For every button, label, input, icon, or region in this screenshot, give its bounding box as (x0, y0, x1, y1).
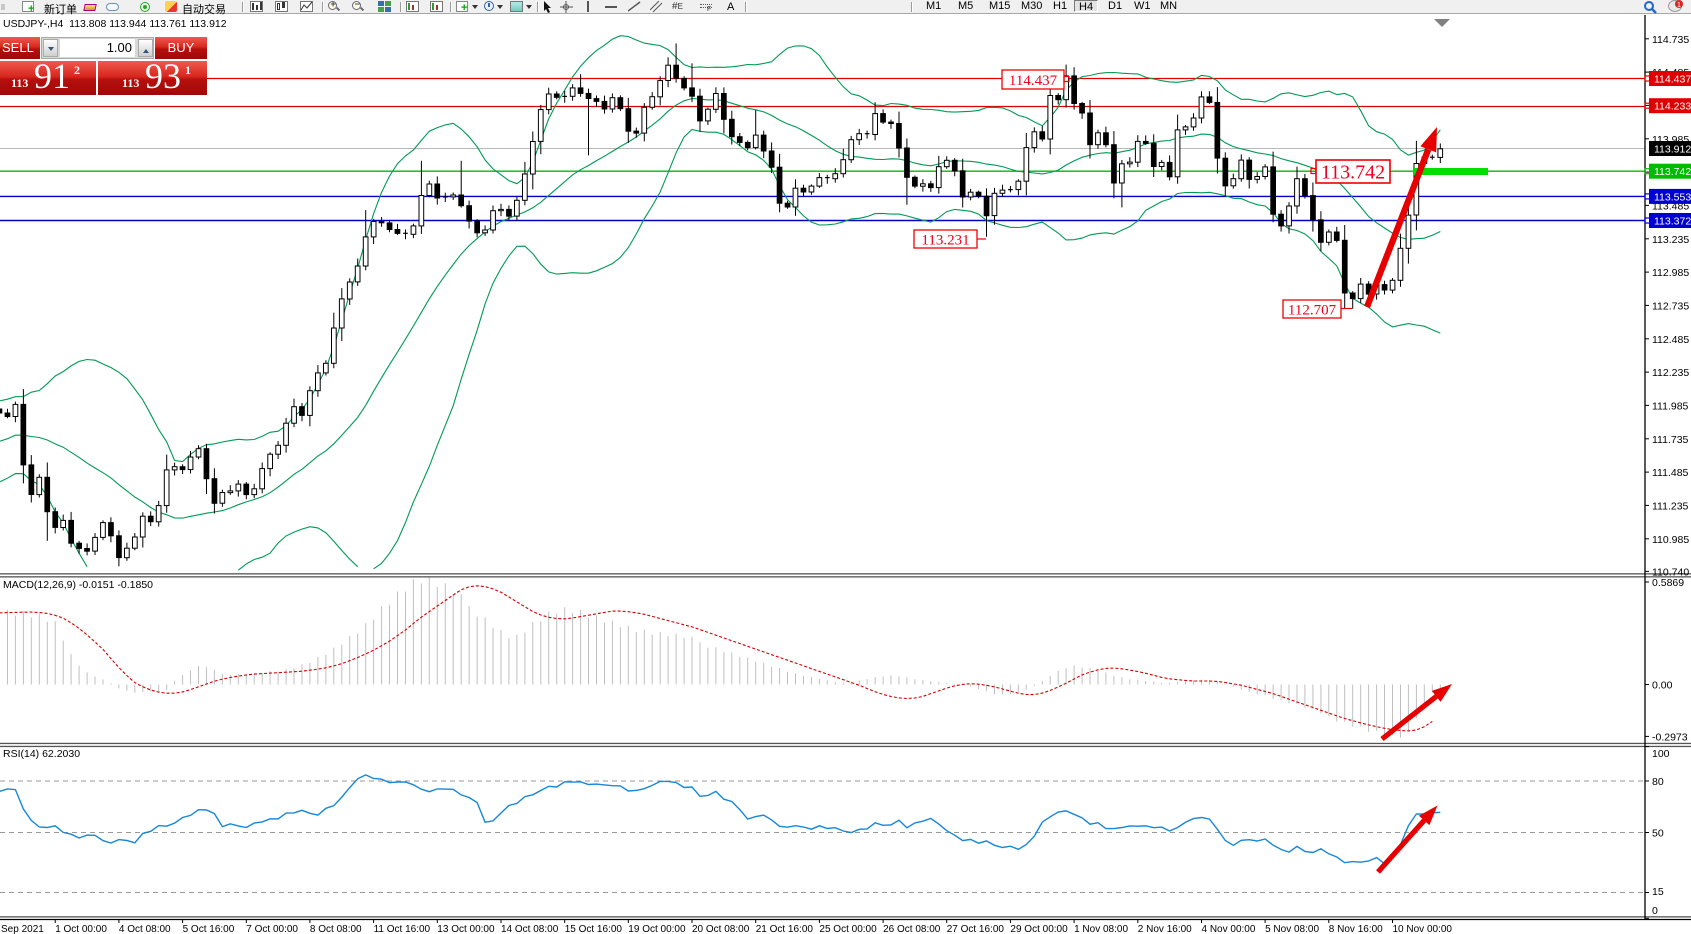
svg-text:1 Nov 08:00: 1 Nov 08:00 (1074, 924, 1128, 934)
svg-text:110.740: 110.740 (1652, 566, 1689, 578)
svg-text:111.735: 111.735 (1652, 434, 1689, 446)
svg-text:19 Oct 00:00: 19 Oct 00:00 (628, 924, 686, 934)
svg-text:26 Oct 08:00: 26 Oct 08:00 (883, 924, 941, 934)
svg-text:114.735: 114.735 (1652, 34, 1689, 46)
svg-text:111.485: 111.485 (1652, 467, 1689, 479)
svg-text:114.437: 114.437 (1009, 73, 1058, 89)
svg-text:112.707: 112.707 (1288, 302, 1337, 318)
svg-text:113.372: 113.372 (1654, 216, 1691, 228)
svg-text:-0.2973: -0.2973 (1652, 731, 1688, 743)
svg-text:USDJPY-,H4 113.808 113.944 11: USDJPY-,H4 113.808 113.944 113.761 113.9… (3, 18, 227, 30)
svg-text:4 Nov 00:00: 4 Nov 00:00 (1202, 924, 1256, 934)
svg-text:14 Oct 08:00: 14 Oct 08:00 (501, 924, 559, 934)
svg-text:113.742: 113.742 (1654, 166, 1691, 178)
svg-text:50: 50 (1652, 828, 1664, 840)
svg-text:0.5869: 0.5869 (1652, 577, 1684, 589)
svg-text:0: 0 (1652, 905, 1658, 917)
svg-text:112.485: 112.485 (1652, 334, 1689, 346)
svg-text:MACD(12,26,9) -0.0151 -0.1850: MACD(12,26,9) -0.0151 -0.1850 (3, 579, 153, 591)
svg-text:113.231: 113.231 (921, 232, 969, 248)
svg-text:113.742: 113.742 (1321, 162, 1385, 184)
svg-text:25 Oct 00:00: 25 Oct 00:00 (819, 924, 877, 934)
svg-text:13 Oct 00:00: 13 Oct 00:00 (437, 924, 495, 934)
svg-text:114.437: 114.437 (1654, 74, 1691, 86)
svg-text:29 Oct 00:00: 29 Oct 00:00 (1010, 924, 1068, 934)
svg-text:80: 80 (1652, 776, 1664, 788)
svg-text:2 Nov 16:00: 2 Nov 16:00 (1138, 924, 1192, 934)
svg-text:112.235: 112.235 (1652, 367, 1689, 379)
svg-text:100: 100 (1652, 748, 1670, 760)
svg-text:1 Oct 00:00: 1 Oct 00:00 (55, 924, 107, 934)
svg-text:RSI(14) 62.2030: RSI(14) 62.2030 (3, 748, 80, 760)
svg-text:5 Nov 08:00: 5 Nov 08:00 (1265, 924, 1319, 934)
svg-text:Sep 2021: Sep 2021 (1, 924, 44, 934)
svg-text:113.553: 113.553 (1654, 191, 1691, 203)
svg-text:111.985: 111.985 (1652, 400, 1689, 412)
svg-text:1: 1 (1677, 2, 1681, 9)
svg-text:7 Oct 00:00: 7 Oct 00:00 (246, 924, 298, 934)
svg-text:4 Oct 08:00: 4 Oct 08:00 (119, 924, 171, 934)
svg-text:113.912: 113.912 (1654, 144, 1691, 156)
svg-text:111.235: 111.235 (1652, 500, 1689, 512)
svg-text:112.735: 112.735 (1652, 300, 1689, 312)
svg-text:110.985: 110.985 (1652, 534, 1689, 546)
svg-text:15: 15 (1652, 886, 1664, 898)
svg-text:15 Oct 16:00: 15 Oct 16:00 (565, 924, 623, 934)
svg-text:27 Oct 16:00: 27 Oct 16:00 (947, 924, 1005, 934)
svg-text:114.233: 114.233 (1654, 101, 1691, 113)
svg-text:10 Nov 00:00: 10 Nov 00:00 (1393, 924, 1453, 934)
svg-text:8 Oct 08:00: 8 Oct 08:00 (310, 924, 362, 934)
svg-text:112.985: 112.985 (1652, 267, 1689, 279)
svg-text:113.235: 113.235 (1652, 234, 1689, 246)
svg-text:5 Oct 16:00: 5 Oct 16:00 (183, 924, 235, 934)
svg-text:11 Oct 16:00: 11 Oct 16:00 (374, 924, 431, 934)
svg-text:0.00: 0.00 (1652, 680, 1673, 692)
svg-text:8 Nov 16:00: 8 Nov 16:00 (1329, 924, 1383, 934)
svg-text:21 Oct 16:00: 21 Oct 16:00 (756, 924, 814, 934)
svg-text:20 Oct 08:00: 20 Oct 08:00 (692, 924, 750, 934)
